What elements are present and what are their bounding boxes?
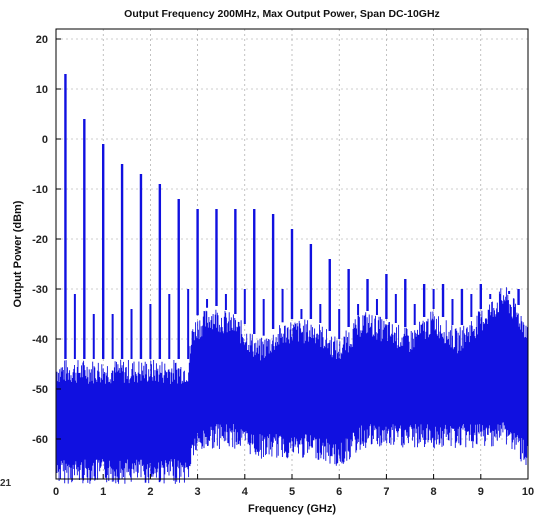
x-axis-ticks: 0 1 2 3 4 5 6 7 8 9 10 <box>53 474 534 498</box>
y-tick-label: -40 <box>32 334 48 346</box>
x-tick-label: 7 <box>383 486 389 498</box>
y-tick-label: -20 <box>32 234 48 246</box>
chart-title: Output Frequency 200MHz, Max Output Powe… <box>124 8 440 20</box>
x-axis-title: Frequency (GHz) <box>248 503 336 515</box>
edge-label: 21 <box>0 478 12 489</box>
x-tick-label: 8 <box>431 486 437 498</box>
y-axis-ticks: -60 -50 -40 -30 -20 -10 0 10 20 <box>32 34 61 446</box>
x-tick-label: 6 <box>336 486 342 498</box>
x-tick-label: 4 <box>242 486 249 498</box>
y-tick-label: 10 <box>36 84 48 96</box>
y-tick-label: -50 <box>32 384 48 396</box>
x-tick-label: 10 <box>522 486 534 498</box>
spur-series <box>73 289 511 359</box>
y-tick-label: -60 <box>32 434 48 446</box>
y-tick-label: -30 <box>32 284 48 296</box>
x-tick-label: 1 <box>100 486 106 498</box>
noise-trace <box>56 287 528 484</box>
x-tick-label: 3 <box>195 486 201 498</box>
x-tick-label: 9 <box>478 486 484 498</box>
x-tick-label: 5 <box>289 486 295 498</box>
noise-floor <box>56 287 528 484</box>
y-tick-label: 0 <box>42 134 48 146</box>
harmonic-series <box>64 74 520 359</box>
x-tick-label: 2 <box>147 486 153 498</box>
y-tick-label: 20 <box>36 34 48 46</box>
y-tick-label: -10 <box>32 184 48 196</box>
x-tick-label: 0 <box>53 486 59 498</box>
y-axis-title: Output Power (dBm) <box>12 200 24 307</box>
